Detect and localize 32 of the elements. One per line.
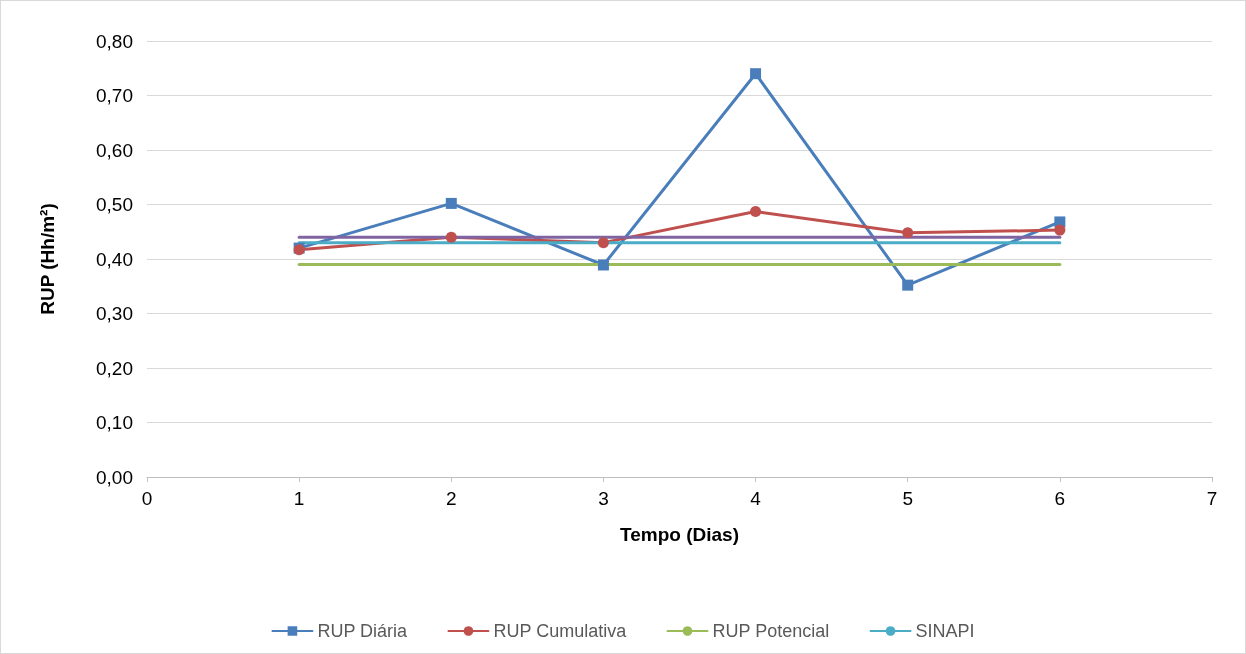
y-tick-label: 0,30 <box>96 303 133 324</box>
y-tick-label: 0,70 <box>96 85 133 106</box>
point <box>445 231 457 243</box>
point <box>445 197 457 209</box>
point <box>597 237 609 249</box>
point <box>1054 224 1066 236</box>
x-tick-label: 2 <box>446 488 457 509</box>
x-tick-label: 5 <box>902 488 913 509</box>
legend-label: SINAPI <box>915 621 975 641</box>
point <box>750 68 762 80</box>
legend-label: RUP Diária <box>317 621 409 641</box>
y-tick-label: 0,50 <box>96 194 133 215</box>
legend-label: RUP Cumulativa <box>493 621 628 641</box>
point <box>597 259 609 271</box>
point <box>902 227 914 239</box>
point <box>750 206 762 218</box>
x-tick-label: 0 <box>141 488 153 509</box>
y-tick-label: 0,80 <box>96 30 133 52</box>
y-tick-label: 0,10 <box>96 412 133 433</box>
y-tick-label: 0,60 <box>96 139 133 161</box>
legend-label: RUP Potencial <box>712 621 830 641</box>
x-axis-title: Tempo (Dias) <box>620 524 739 545</box>
x-tick-label: 3 <box>598 488 609 509</box>
y-tick-label: 0,00 <box>96 466 133 488</box>
y-axis-title: RUP (Hh/m²) <box>37 203 58 315</box>
y-tick-label: 0,40 <box>96 248 133 270</box>
x-tick-label: 4 <box>750 488 762 509</box>
x-tick-label: 6 <box>1054 488 1066 509</box>
y-tick-label: 0,20 <box>96 357 133 379</box>
point <box>902 279 914 291</box>
x-tick-label: 1 <box>293 488 305 509</box>
x-tick-label: 7 <box>1206 488 1218 509</box>
